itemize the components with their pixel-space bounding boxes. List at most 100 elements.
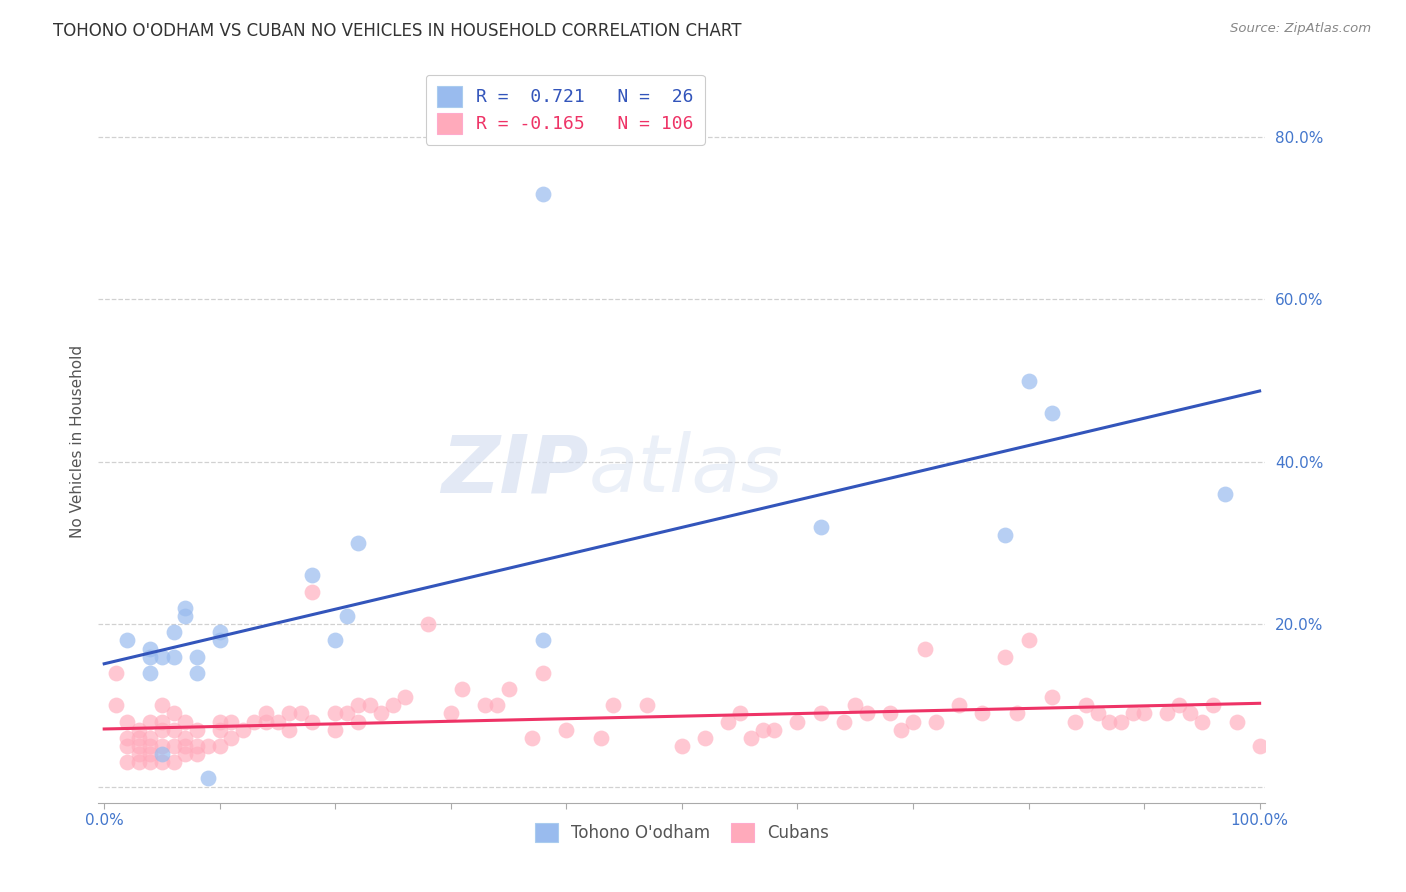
Point [150,649,173,664]
Point [1191,714,1213,729]
Point [174,747,197,761]
Point [162,649,184,664]
Point [531,665,554,680]
Point [855,706,877,721]
Point [254,714,277,729]
Point [359,698,381,713]
Point [879,706,901,721]
Point [278,706,301,721]
Point [347,698,370,713]
Point [1040,406,1063,420]
Point [1202,698,1225,713]
Point [162,739,184,753]
Point [139,649,162,664]
Point [186,723,208,737]
Point [1180,706,1202,721]
Point [243,714,266,729]
Point [197,772,219,786]
Point [139,739,162,753]
Point [128,755,150,769]
Text: ZIP: ZIP [441,432,589,509]
Point [139,665,162,680]
Text: Source: ZipAtlas.com: Source: ZipAtlas.com [1230,22,1371,36]
Point [208,723,231,737]
Legend: Tohono O'odham, Cubans: Tohono O'odham, Cubans [529,816,835,848]
Point [531,633,554,648]
Point [162,625,184,640]
Point [128,747,150,761]
Point [1109,714,1132,729]
Point [752,723,775,737]
Point [1225,714,1247,729]
Point [208,714,231,729]
Point [1249,739,1271,753]
Point [104,698,127,713]
Point [440,706,463,721]
Point [948,698,970,713]
Point [994,528,1017,542]
Point [486,698,509,713]
Text: atlas: atlas [589,432,783,509]
Y-axis label: No Vehicles in Household: No Vehicles in Household [69,345,84,538]
Point [162,706,184,721]
Point [994,649,1017,664]
Point [474,698,496,713]
Point [150,747,173,761]
Point [1063,714,1085,729]
Point [150,714,173,729]
Point [520,731,543,745]
Point [1213,487,1236,501]
Point [786,714,808,729]
Point [1087,706,1109,721]
Point [382,698,405,713]
Point [150,739,173,753]
Point [254,706,277,721]
Point [104,665,127,680]
Point [301,714,323,729]
Point [844,698,866,713]
Point [139,731,162,745]
Point [186,739,208,753]
Point [336,706,359,721]
Point [266,714,288,729]
Point [290,706,312,721]
Point [150,723,173,737]
Point [901,714,924,729]
Point [174,609,197,624]
Point [162,755,184,769]
Point [208,633,231,648]
Point [117,714,139,729]
Point [1076,698,1098,713]
Point [763,723,786,737]
Point [117,731,139,745]
Point [150,755,173,769]
Point [1167,698,1189,713]
Point [128,723,150,737]
Point [150,698,173,713]
Point [323,633,346,648]
Point [128,731,150,745]
Point [972,706,994,721]
Point [208,739,231,753]
Point [602,698,624,713]
Point [139,714,162,729]
Point [1156,706,1178,721]
Point [174,739,197,753]
Point [394,690,416,705]
Point [139,755,162,769]
Point [139,747,162,761]
Point [174,601,197,615]
Point [128,739,150,753]
Point [301,584,323,599]
Point [186,649,208,664]
Point [323,723,346,737]
Point [370,706,392,721]
Point [139,641,162,656]
Point [810,520,832,534]
Point [197,739,219,753]
Point [555,723,578,737]
Point [717,714,740,729]
Point [221,731,243,745]
Point [221,714,243,729]
Point [347,714,370,729]
